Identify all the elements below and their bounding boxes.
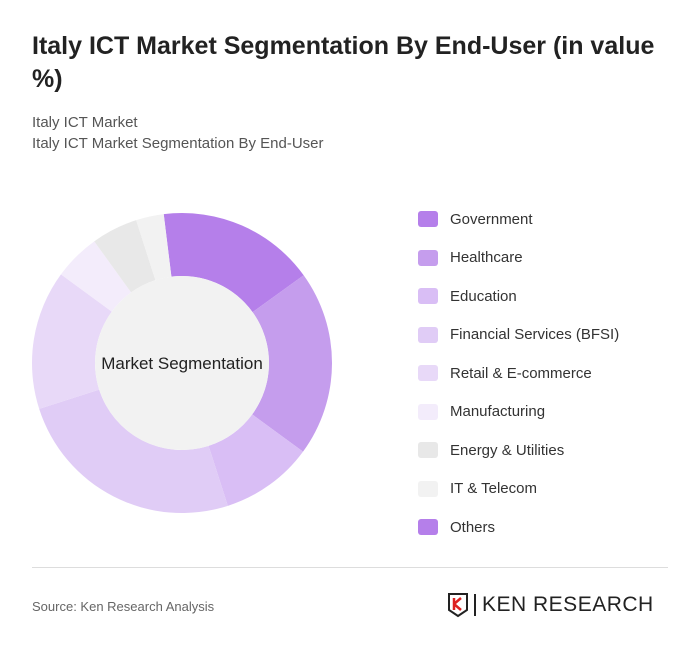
donut-chart: Market Segmentation [32,213,332,513]
legend-label: Government [450,210,533,228]
legend-item: IT & Telecom [418,470,619,509]
legend-label: Manufacturing [450,403,546,421]
divider [32,567,668,568]
slice-manufacturing [60,241,132,312]
donut-center [95,276,269,450]
legend-item: Healthcare [418,239,619,278]
ken-research-logo: KEN RESEARCH [447,592,654,618]
subtitle-market: Italy ICT Market [32,114,138,131]
legend-swatch [418,326,438,343]
legend-item: Retail & E-commerce [418,354,619,393]
chart-title: Italy ICT Market Segmentation By End-Use… [32,32,655,93]
legend-swatch [418,211,438,228]
legend-label: Financial Services (BFSI) [450,326,620,344]
legend: Government Healthcare Education Financial S… [418,200,619,547]
legend-label: Others [450,518,496,536]
slice-financial-services-bfsi- [39,389,228,513]
legend-swatch [418,519,438,536]
slice-energy-utilities [94,220,156,293]
subtitle-segmentation: Italy ICT Market Segmentation By End-Use… [32,135,324,152]
source-text: Source: Ken Research Analysis [32,599,215,614]
legend-label: Retail & E-commerce [450,364,592,382]
center-label: Market Segmentation [101,354,263,373]
legend-item: Manufacturing [418,393,619,432]
ken-logo-icon [448,593,468,618]
legend-swatch [418,480,438,497]
slice-government [163,213,304,313]
legend-item: Government [418,200,619,239]
slice-it-telecom [136,214,172,281]
legend-swatch [418,403,438,420]
legend-item: Education [418,277,619,316]
legend-label: Healthcare [450,249,523,267]
legend-item: Others [418,508,619,547]
legend-swatch [418,249,438,266]
legend-item: Energy & Utilities [418,431,619,470]
legend-swatch [418,288,438,305]
slice-retail-e-commerce [32,274,112,409]
legend-item: Financial Services (BFSI) [418,316,619,355]
legend-label: IT & Telecom [450,480,537,498]
slice-education [208,414,304,506]
legend-swatch [418,442,438,459]
slice-healthcare [252,275,332,452]
legend-label: Education [450,287,517,305]
legend-swatch [418,365,438,382]
legend-label: Energy & Utilities [450,441,565,459]
